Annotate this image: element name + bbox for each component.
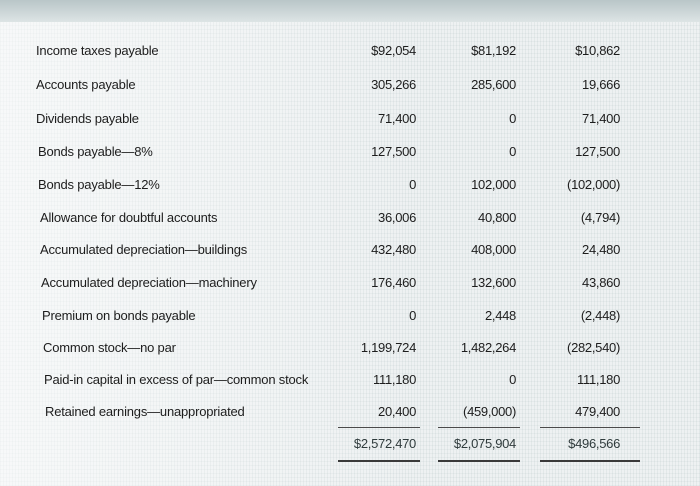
row-label: Bonds payable—12% (38, 177, 160, 192)
cell-col-2: 0 (509, 372, 516, 387)
top-shadow-band (0, 0, 700, 22)
cell-col-3: 71,400 (582, 111, 620, 126)
table-row: Bonds payable—12% 0 102,000 (102,000) (0, 172, 700, 198)
row-label: Common stock—no par (43, 340, 176, 355)
cell-col-1: 127,500 (371, 144, 416, 159)
cell-col-3: 127,500 (575, 144, 620, 159)
row-label: Income taxes payable (36, 43, 159, 58)
cell-col-1: 0 (409, 177, 416, 192)
subtotal-rule-col-1 (338, 427, 420, 428)
totals-row: $2,572,470 $2,075,904 $496,566 (0, 431, 700, 457)
table-row: Paid-in capital in excess of par—common … (0, 367, 700, 393)
cell-col-1: 20,400 (378, 404, 416, 419)
table-row: Retained earnings—unappropriated 20,400 … (0, 399, 700, 425)
total-col-2: $2,075,904 (453, 436, 516, 451)
row-label: Accumulated depreciation—buildings (40, 242, 248, 257)
row-label: Accounts payable (36, 77, 136, 92)
cell-col-3: 479,400 (575, 404, 620, 419)
table-row: Allowance for doubtful accounts 36,006 4… (0, 205, 700, 231)
cell-col-1: 1,199,724 (360, 340, 416, 355)
row-label: Paid-in capital in excess of par—common … (44, 372, 309, 387)
table-row: Income taxes payable $92,054 $81,192 $10… (0, 38, 700, 64)
cell-col-3: (4,794) (580, 210, 620, 225)
cell-col-3: 43,860 (582, 275, 620, 290)
cell-col-2: 1,482,264 (460, 340, 516, 355)
table-row: Common stock—no par 1,199,724 1,482,264 … (0, 335, 700, 361)
cell-col-2: $81,192 (471, 43, 516, 58)
cell-col-2: 2,448 (484, 308, 516, 323)
cell-col-1: 36,006 (378, 210, 416, 225)
table-row: Bonds payable—8% 127,500 0 127,500 (0, 139, 700, 165)
cell-col-2: 0 (509, 111, 516, 126)
row-label: Dividends payable (36, 111, 139, 126)
total-rule-col-2 (438, 460, 520, 462)
cell-col-2: 285,600 (471, 77, 516, 92)
table-row: Dividends payable 71,400 0 71,400 (0, 106, 700, 132)
cell-col-2: 0 (509, 144, 516, 159)
cell-col-1: 305,266 (371, 77, 416, 92)
cell-col-1: 432,480 (371, 242, 416, 257)
total-col-1: $2,572,470 (353, 436, 416, 451)
table-row: Accumulated depreciation—buildings 432,4… (0, 237, 700, 263)
cell-col-1: 176,460 (371, 275, 416, 290)
subtotal-rule-col-3 (540, 427, 640, 428)
subtotal-rule-col-2 (438, 427, 520, 428)
table-row: Accounts payable 305,266 285,600 19,666 (0, 72, 700, 98)
table-row: Premium on bonds payable 0 2,448 (2,448) (0, 303, 700, 329)
total-col-3: $496,566 (568, 436, 620, 451)
total-rule-col-3 (540, 460, 640, 462)
cell-col-1: $92,054 (371, 43, 416, 58)
cell-col-2: 132,600 (471, 275, 516, 290)
cell-col-1: 0 (409, 308, 416, 323)
cell-col-3: (2,448) (580, 308, 620, 323)
total-rule-col-1 (338, 460, 420, 462)
cell-col-3: 111,180 (577, 372, 620, 387)
cell-col-1: 111,180 (373, 372, 416, 387)
cell-col-1: 71,400 (378, 111, 416, 126)
cell-col-2: 408,000 (471, 242, 516, 257)
row-label: Premium on bonds payable (42, 308, 196, 323)
cell-col-2: (459,000) (463, 404, 516, 419)
cell-col-3: 19,666 (582, 77, 620, 92)
cell-col-3: (282,540) (567, 340, 620, 355)
row-label: Bonds payable—8% (38, 144, 153, 159)
row-label: Accumulated depreciation—machinery (41, 275, 257, 290)
table-row: Accumulated depreciation—machinery 176,4… (0, 270, 700, 296)
cell-col-3: 24,480 (582, 242, 620, 257)
cell-col-3: (102,000) (567, 177, 620, 192)
cell-col-2: 40,800 (478, 210, 516, 225)
row-label: Allowance for doubtful accounts (40, 210, 218, 225)
row-label: Retained earnings—unappropriated (45, 404, 245, 419)
cell-col-3: $10,862 (575, 43, 620, 58)
cell-col-2: 102,000 (471, 177, 516, 192)
